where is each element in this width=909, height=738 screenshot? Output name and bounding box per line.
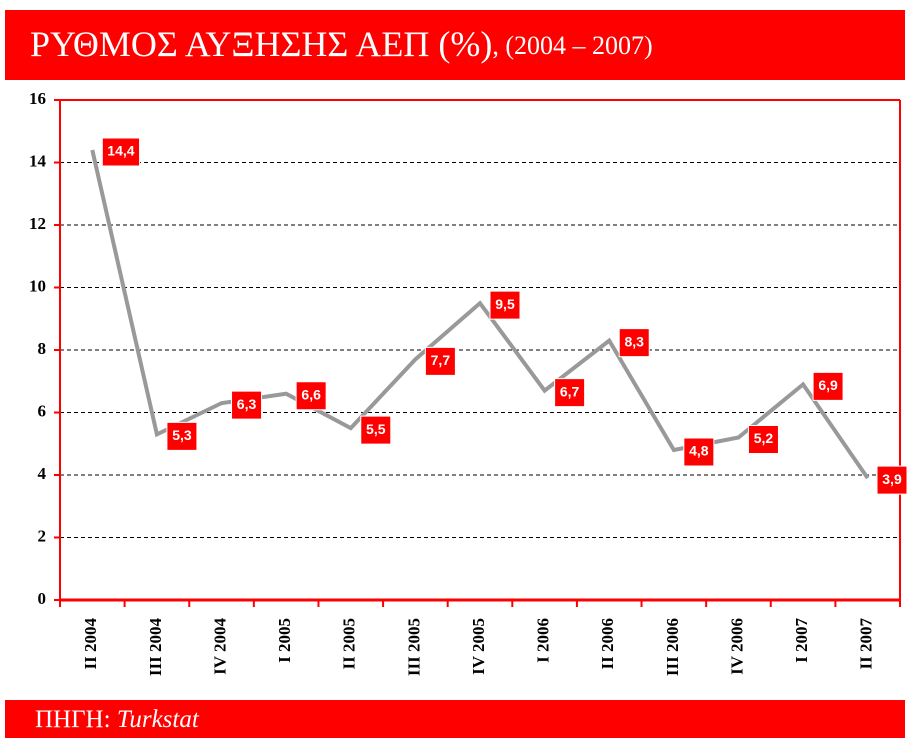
value-label-text: 5,5 <box>366 421 386 437</box>
value-label-box <box>812 371 844 401</box>
title: ΡΥΘΜΟΣ ΑΥΞΗΣΗΣ ΑΕΠ (%) <box>30 24 492 64</box>
value-label-text: 5,3 <box>172 427 192 443</box>
value-label-box <box>360 415 392 445</box>
value-label-box <box>876 465 908 495</box>
value-label-text: 6,9 <box>818 377 838 393</box>
y-tick-label: 12 <box>29 214 46 233</box>
value-label-box <box>747 425 779 454</box>
footer-label: ΠΗΓΗ: <box>35 706 111 733</box>
value-label: 6,3 <box>231 390 263 420</box>
y-tick-label: 10 <box>29 276 46 295</box>
y-tick-label: 4 <box>38 464 47 483</box>
value-label-box <box>424 346 456 376</box>
x-tick-label: I 2005 <box>275 618 294 663</box>
x-tick-label: II 2007 <box>857 618 876 670</box>
value-label-text: 6,3 <box>237 396 257 412</box>
value-label-box <box>489 290 521 320</box>
x-tick-label: III 2004 <box>146 618 165 677</box>
x-tick-label: II 2005 <box>340 618 359 669</box>
value-label: 5,5 <box>360 415 392 445</box>
y-tick-label: 2 <box>38 526 47 545</box>
subtitle: , (2004 – 2007) <box>492 31 652 60</box>
x-tick-label: II 2004 <box>81 618 100 670</box>
footer: ΠΗΓΗ: Turkstat <box>35 706 200 733</box>
y-tick-label: 8 <box>38 339 47 358</box>
value-label-box <box>618 328 650 358</box>
value-label-text: 14,4 <box>107 143 134 159</box>
value-label-text: 7,7 <box>431 352 451 368</box>
value-label: 6,9 <box>812 371 844 401</box>
y-tick-label: 16 <box>29 89 46 108</box>
value-label-text: 9,5 <box>495 296 515 312</box>
x-tick-label: IV 2004 <box>210 618 229 675</box>
value-label: 3,9 <box>876 465 908 495</box>
x-tick-label: I 2006 <box>534 618 553 663</box>
x-tick-label: III 2006 <box>663 618 682 676</box>
y-tick-label: 6 <box>38 401 47 420</box>
value-label: 4,8 <box>683 437 715 467</box>
footer-source: Turkstat <box>117 706 200 733</box>
value-label-text: 5,2 <box>754 430 774 446</box>
value-label: 7,7 <box>424 346 456 376</box>
value-label-box <box>554 378 586 408</box>
footer-bar <box>5 700 905 738</box>
y-tick-label: 14 <box>29 151 47 170</box>
value-label: 8,3 <box>618 328 650 358</box>
value-label-box <box>166 421 198 451</box>
value-label-box <box>683 437 715 467</box>
x-tick-label: IV 2006 <box>727 618 746 675</box>
value-label: 5,2 <box>747 425 779 454</box>
line <box>90 149 870 480</box>
value-label-box <box>101 137 141 167</box>
value-label-box <box>231 390 263 420</box>
value-label: 6,7 <box>554 378 586 408</box>
x-tick-label: IV 2005 <box>469 618 488 675</box>
x-tick-label: II 2006 <box>598 618 617 669</box>
x-tick-label: I 2007 <box>792 618 811 663</box>
value-label-box <box>295 381 327 411</box>
value-label: 5,3 <box>166 421 198 451</box>
value-label-text: 8,3 <box>624 333 644 349</box>
y-tick-label: 0 <box>38 589 47 608</box>
title-bar <box>5 10 905 80</box>
value-label: 9,5 <box>489 290 521 320</box>
value-label-text: 4,8 <box>689 443 709 459</box>
x-tick-label: III 2005 <box>404 618 423 676</box>
value-label-text: 6,6 <box>301 386 321 402</box>
value-label: 14,4 <box>101 137 141 167</box>
value-label-text: 3,9 <box>882 471 902 487</box>
value-label-text: 6,7 <box>560 383 580 399</box>
value-label: 6,6 <box>295 381 327 411</box>
chart-title: ΡΥΘΜΟΣ ΑΥΞΗΣΗΣ ΑΕΠ (%), (2004 – 2007) <box>30 24 653 64</box>
